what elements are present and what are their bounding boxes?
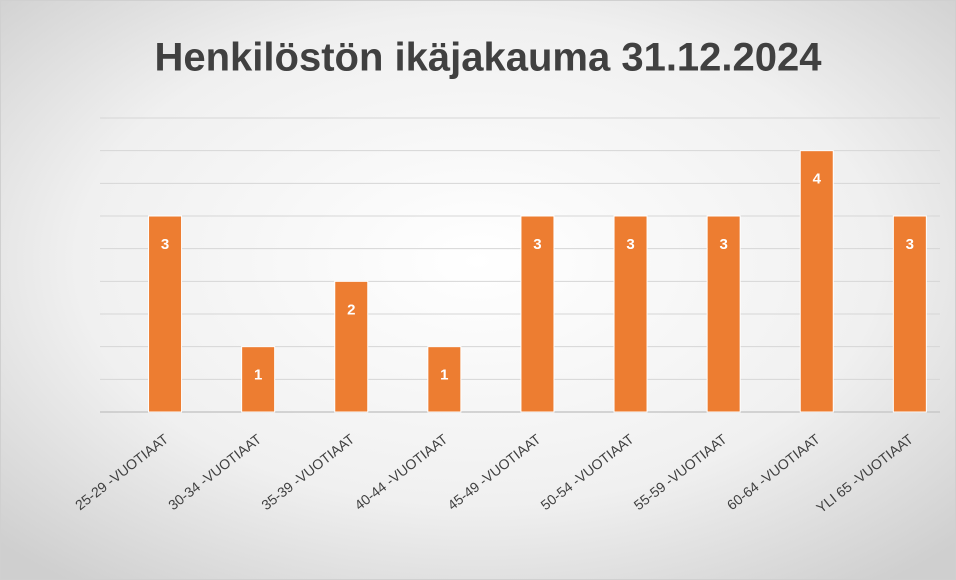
bar (799, 150, 834, 413)
bar (148, 215, 183, 413)
bar (613, 215, 648, 413)
data-label: 3 (161, 236, 169, 253)
bar (241, 346, 276, 413)
bar (706, 215, 741, 413)
bar (427, 346, 462, 413)
data-label: 3 (626, 236, 634, 253)
data-label: 3 (906, 236, 914, 253)
bar (520, 215, 555, 413)
data-label: 3 (719, 236, 727, 253)
data-label: 1 (254, 367, 262, 384)
chart-title: Henkilöstön ikäjakauma 31.12.2024 (154, 36, 822, 80)
data-label: 4 (813, 171, 822, 188)
data-label: 1 (440, 367, 448, 384)
data-label: 2 (347, 301, 355, 318)
bar (334, 280, 369, 413)
bar (892, 215, 927, 413)
data-label: 3 (533, 236, 541, 253)
